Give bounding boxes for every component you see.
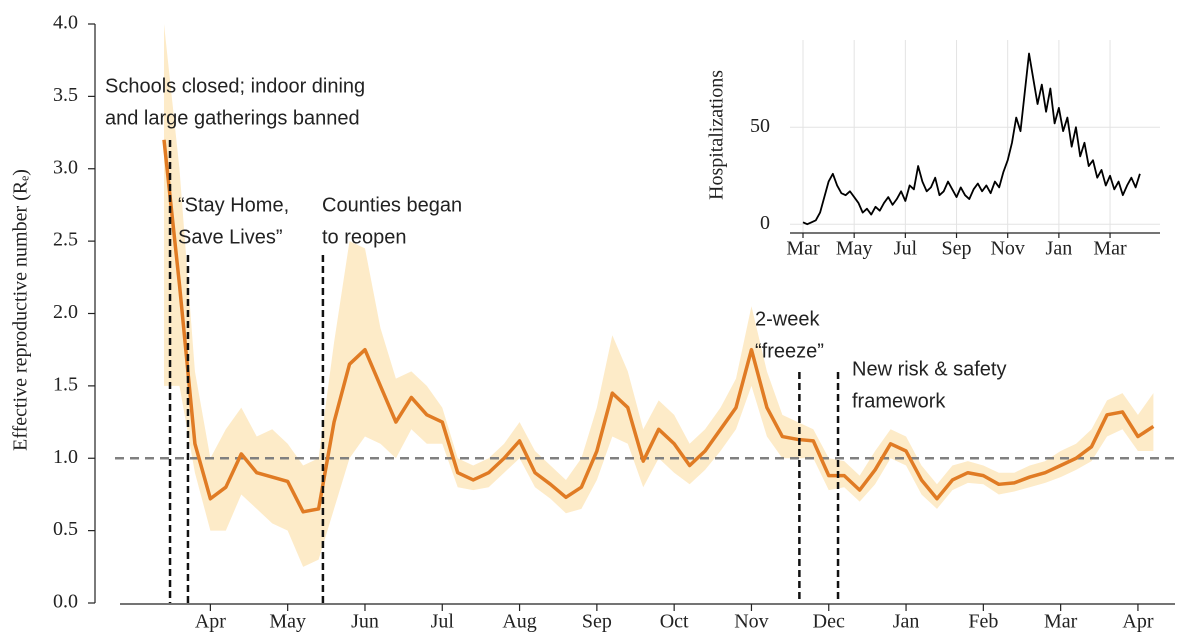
y-axis-label: Effective reproductive number (Rₑ)	[10, 169, 32, 451]
y-tick-label: 1.5	[53, 373, 78, 395]
event-annotation: and large gatherings banned	[105, 107, 360, 129]
x-tick-label: Nov	[734, 611, 768, 633]
x-tick-label: Apr	[195, 611, 226, 633]
y-tick-label: 4.0	[53, 12, 78, 34]
y-tick-label: 1.0	[53, 446, 78, 468]
series-line	[162, 139, 1155, 514]
x-tick-label: Nov	[990, 238, 1024, 260]
event-annotation: 2-week	[755, 308, 820, 330]
event-annotation: Save Lives”	[178, 226, 283, 248]
x-tick-label: Jun	[351, 611, 379, 633]
y-tick-label: 0	[760, 212, 770, 234]
y-tick-label: 2.5	[53, 229, 78, 251]
series-line	[802, 52, 1141, 226]
x-tick-label: Apr	[1122, 611, 1153, 633]
x-tick-label: Jul	[431, 611, 455, 633]
x-tick-label: Mar	[1093, 238, 1127, 260]
x-tick-label: Oct	[660, 611, 689, 633]
x-tick-label: Jan	[1046, 238, 1073, 260]
x-tick-label: Feb	[968, 611, 998, 633]
x-tick-label: Mar	[786, 238, 820, 260]
x-tick-label: Jan	[893, 611, 920, 633]
y-tick-label: 0.0	[53, 591, 78, 613]
inset-y-axis-label: Hospitalizations	[706, 70, 728, 200]
y-tick-label: 3.5	[53, 84, 78, 106]
y-tick-label: 50	[750, 115, 770, 137]
event-annotation: New risk & safety	[852, 358, 1006, 380]
y-tick-label: 3.0	[53, 156, 78, 178]
x-tick-label: May	[836, 238, 873, 260]
event-annotation: “Stay Home,	[178, 194, 289, 216]
event-annotation: Counties began	[322, 194, 462, 216]
event-annotation: “freeze”	[755, 340, 824, 362]
x-tick-label: Jul	[894, 238, 918, 260]
y-tick-label: 2.0	[53, 301, 78, 323]
x-tick-label: Dec	[813, 611, 845, 633]
event-annotation: to reopen	[322, 226, 407, 248]
x-tick-label: May	[269, 611, 306, 633]
x-tick-label: Mar	[1044, 611, 1078, 633]
event-annotation: Schools closed; indoor dining	[105, 75, 365, 97]
event-annotation: framework	[852, 390, 946, 412]
x-tick-label: Aug	[502, 611, 536, 633]
x-tick-label: Sep	[582, 611, 612, 633]
x-tick-label: Sep	[942, 238, 972, 260]
y-tick-label: 0.5	[53, 518, 78, 540]
